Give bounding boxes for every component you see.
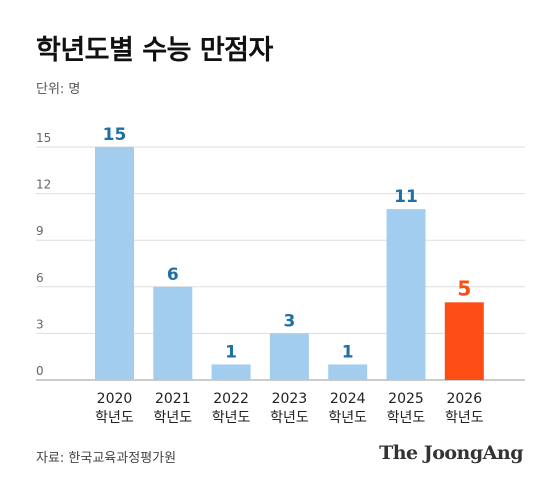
value-label: 15 <box>103 125 127 145</box>
x-tick-year: 2021 <box>155 391 191 407</box>
chart-title: 학년도별 수능 만점자 <box>36 35 273 66</box>
bar-2024 <box>328 364 368 380</box>
x-tick-year: 2024 <box>330 391 366 407</box>
y-tick-label: 9 <box>36 224 44 238</box>
x-tick-suffix: 학년도 <box>270 410 309 426</box>
source-note: 자료: 한국교육과정평가원 <box>36 451 177 466</box>
value-label: 6 <box>167 265 179 285</box>
y-axis-ticks: 0 3 6 9 12 15 <box>36 131 51 378</box>
y-tick-label: 3 <box>36 317 44 331</box>
value-label: 1 <box>342 342 354 362</box>
x-tick-suffix: 학년도 <box>328 410 367 426</box>
bar-2025 <box>386 209 426 380</box>
y-tick-label: 6 <box>36 271 44 285</box>
x-tick-year: 2020 <box>97 391 133 407</box>
x-tick-year: 2026 <box>446 391 482 407</box>
value-label: 5 <box>457 276 471 300</box>
value-label: 3 <box>283 311 295 331</box>
x-tick-suffix: 학년도 <box>95 410 134 426</box>
unit-label: 단위: 명 <box>36 82 81 97</box>
brand-logo: The JoongAng <box>379 442 523 464</box>
y-tick-label: 15 <box>36 131 51 145</box>
bars <box>95 147 484 380</box>
bar-2021 <box>153 286 193 380</box>
x-tick-suffix: 학년도 <box>153 410 192 426</box>
y-tick-label: 12 <box>36 178 51 192</box>
bar-2022 <box>211 364 251 380</box>
bar-2026 <box>444 302 484 380</box>
x-tick-year: 2022 <box>213 391 249 407</box>
value-label: 1 <box>225 342 237 362</box>
bar-2023 <box>269 333 309 380</box>
bar-2020 <box>95 147 134 380</box>
x-tick-suffix: 학년도 <box>212 410 251 426</box>
value-label: 11 <box>394 187 418 207</box>
x-tick-year: 2023 <box>272 391 308 407</box>
x-tick-suffix: 학년도 <box>387 410 426 426</box>
x-axis-ticks: 2020 학년도 2021 학년도 2022 학년도 2023 학년도 2024 학년도 2025 학… <box>95 391 484 426</box>
x-tick-year: 2025 <box>388 391 424 407</box>
x-tick-suffix: 학년도 <box>445 410 484 426</box>
y-tick-label: 0 <box>36 364 44 378</box>
